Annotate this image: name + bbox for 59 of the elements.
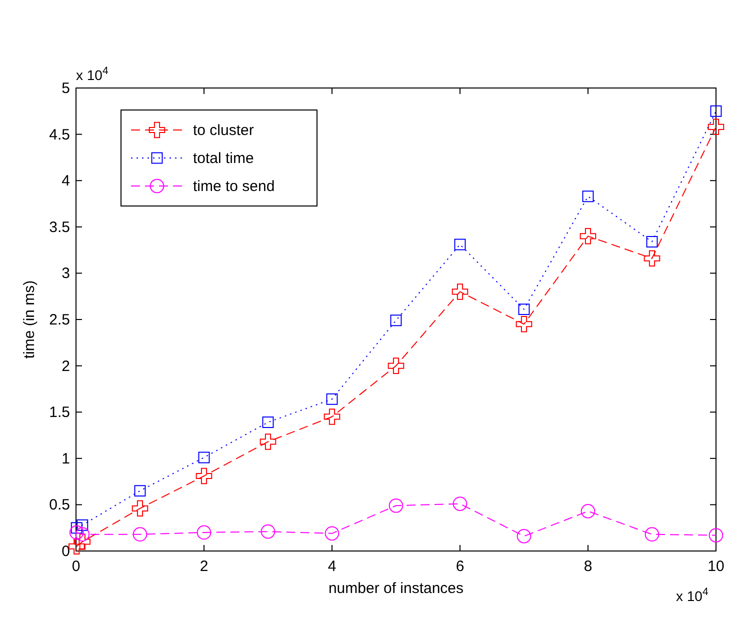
point [388,498,404,513]
point [132,527,148,542]
point [452,496,468,511]
point [262,416,274,428]
text: x 10$^{4}$ [676,586,708,604]
point [74,534,91,550]
point [582,190,594,202]
legend-label: time to send [193,178,275,195]
point [388,358,404,374]
point [646,236,658,248]
y-tick-label: 5 [62,80,70,97]
point [260,524,276,539]
point [134,485,146,497]
y-tick-label: 1 [62,450,70,468]
point [324,526,340,541]
point [76,519,88,531]
point [69,525,84,540]
point [75,527,90,542]
y-tick-label: 0 [62,543,70,560]
point [516,316,532,332]
point [326,393,338,405]
point [708,528,724,542]
y-tick-label: 3 [62,265,70,282]
point [70,522,82,534]
point [198,452,210,464]
x-axis-title: number of instances [328,580,464,597]
x-tick-label: 2 [200,558,208,575]
y-tick-label: 1.5 [49,404,70,422]
point [196,468,212,484]
point [518,304,530,316]
point [580,504,596,518]
point [132,500,148,517]
point [454,238,466,250]
point [260,434,276,450]
y-tick-label: 2.5 [49,312,70,328]
y-tick-label: 4.5 [49,126,70,144]
text: x 10$^{4}$ [76,65,108,83]
x-tick-label: 4 [328,558,336,575]
legend-label: to cluster [193,122,254,139]
y-axis-title: time (in ms) [21,280,38,359]
point [516,529,532,544]
x-tick-label: 8 [584,558,592,575]
point [710,105,722,117]
x-tick-label: 10 [708,558,724,575]
point [324,408,340,425]
y-tick-label: 2 [62,358,70,375]
point [644,527,660,542]
point [390,314,402,326]
y-tick-label: 4 [62,172,70,190]
y-tick-label: 3.5 [49,218,70,236]
legend-label: total time [193,150,254,167]
point [644,250,660,267]
point [708,118,724,136]
x-tick-label: 6 [456,558,464,575]
point [452,284,468,300]
point [68,538,85,555]
point [580,228,596,244]
y-tick-label: 0.5 [49,496,70,514]
point [196,525,212,540]
